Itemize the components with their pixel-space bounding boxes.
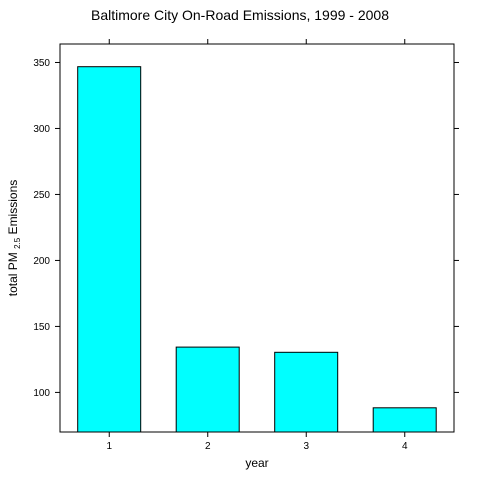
bar-3 <box>274 351 339 433</box>
x-tick-label-2: 2 <box>205 441 211 452</box>
y-axis-label-subscript: 2.5 <box>13 237 22 249</box>
y-axis: 100 150 200 250 300 350 <box>33 58 459 399</box>
y-axis-label: total PM 2.5 Emissions <box>6 180 23 297</box>
y-axis-label-prefix: total PM <box>6 252 20 296</box>
y-tick-label-350: 350 <box>33 58 50 69</box>
y-tick-label-300: 300 <box>33 124 50 135</box>
y-tick-label-150: 150 <box>33 322 50 333</box>
y-tick-label-200: 200 <box>33 256 50 267</box>
chart-title: Baltimore City On-Road Emissions, 1999 -… <box>91 7 389 23</box>
bar-4 <box>372 407 437 433</box>
x-axis-label: year <box>245 456 268 470</box>
bar-1 <box>77 66 142 433</box>
plot-frame <box>59 43 455 433</box>
x-tick-label-3: 3 <box>303 441 309 452</box>
x-tick-label-1: 1 <box>106 441 112 452</box>
bar-2 <box>175 346 240 433</box>
y-axis-label-suffix: Emissions <box>6 180 20 235</box>
bars <box>77 66 437 433</box>
x-axis: 1 2 3 4 <box>106 39 408 452</box>
x-tick-label-4: 4 <box>402 441 408 452</box>
y-tick-label-250: 250 <box>33 190 50 201</box>
y-tick-label-100: 100 <box>33 388 50 399</box>
